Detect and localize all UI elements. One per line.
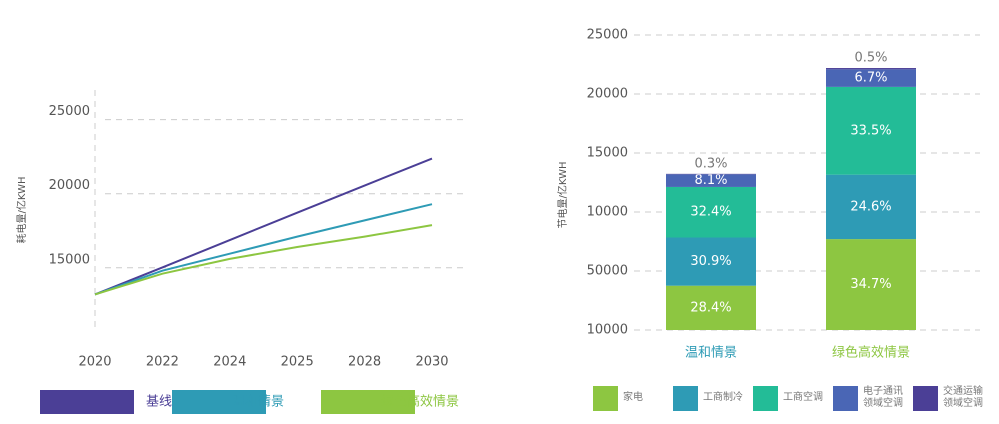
value-label: 6.7% xyxy=(854,71,887,86)
value-label: 28.4% xyxy=(690,300,731,315)
legend-swatch xyxy=(833,386,858,411)
y-tick-label: 25000 xyxy=(587,28,628,43)
legend-swatch xyxy=(40,390,134,414)
legend-swatch xyxy=(753,386,778,411)
x-tick-label: 2020 xyxy=(78,355,111,370)
legend-label: 家电 xyxy=(623,392,643,403)
legend-swatch xyxy=(913,386,938,411)
legend-label: 交通运输领域空调 xyxy=(943,386,983,409)
bar-segment xyxy=(826,239,916,330)
legend-label: 温和情景 xyxy=(232,395,284,410)
y-tick-label: 15000 xyxy=(587,146,628,161)
value-label: 32.4% xyxy=(690,205,731,220)
legend-swatch xyxy=(673,386,698,411)
y-axis-title: 耗电量/亿KWH xyxy=(15,177,28,244)
value-label: 30.9% xyxy=(690,254,731,269)
legend-swatch xyxy=(321,390,415,414)
x-tick-label: 2028 xyxy=(348,355,381,370)
bar-segment xyxy=(826,86,916,175)
bar-segment xyxy=(666,174,756,187)
line xyxy=(94,224,433,296)
legend-label: 工商空调 xyxy=(783,392,823,403)
x-tick-label: 2022 xyxy=(146,355,179,370)
x-tick-label: 2025 xyxy=(281,355,314,370)
line xyxy=(94,203,433,296)
bar-segment xyxy=(826,174,916,240)
legend-swatch xyxy=(593,386,618,411)
value-label: 0.5% xyxy=(854,51,887,66)
y-tick-label: 50000 xyxy=(587,264,628,279)
y-tick-label: 20000 xyxy=(49,178,90,193)
y-tick-label: 15000 xyxy=(49,252,90,267)
bar-segment xyxy=(666,186,756,238)
bar-segment xyxy=(666,237,756,286)
value-label: 0.3% xyxy=(694,156,727,171)
value-label: 34.7% xyxy=(850,277,891,292)
x-tick-label: 2030 xyxy=(415,355,448,370)
y-tick-label: 10000 xyxy=(587,323,628,338)
bar-segment xyxy=(826,69,916,87)
value-label: 24.6% xyxy=(850,199,891,214)
y-axis-title: 节电量/亿KWH xyxy=(556,162,569,229)
legend-label: 绿色高效情景 xyxy=(381,394,459,410)
value-label: 8.1% xyxy=(694,173,727,188)
legend-swatch xyxy=(172,390,266,414)
legend-label: 电子通讯领域空调 xyxy=(863,386,903,409)
bar-segment xyxy=(826,68,916,70)
x-tick-label: 绿色高效情景 xyxy=(832,345,910,361)
x-tick-label: 温和情景 xyxy=(685,346,737,361)
y-tick-label: 20000 xyxy=(587,87,628,102)
legend-label: 工商制冷 xyxy=(703,392,743,403)
value-label: 33.5% xyxy=(850,123,891,138)
y-tick-label: 25000 xyxy=(49,104,90,119)
line xyxy=(94,157,433,296)
x-tick-label: 2024 xyxy=(213,355,246,370)
y-tick-label: 10000 xyxy=(587,205,628,220)
bar-segment xyxy=(666,285,756,330)
